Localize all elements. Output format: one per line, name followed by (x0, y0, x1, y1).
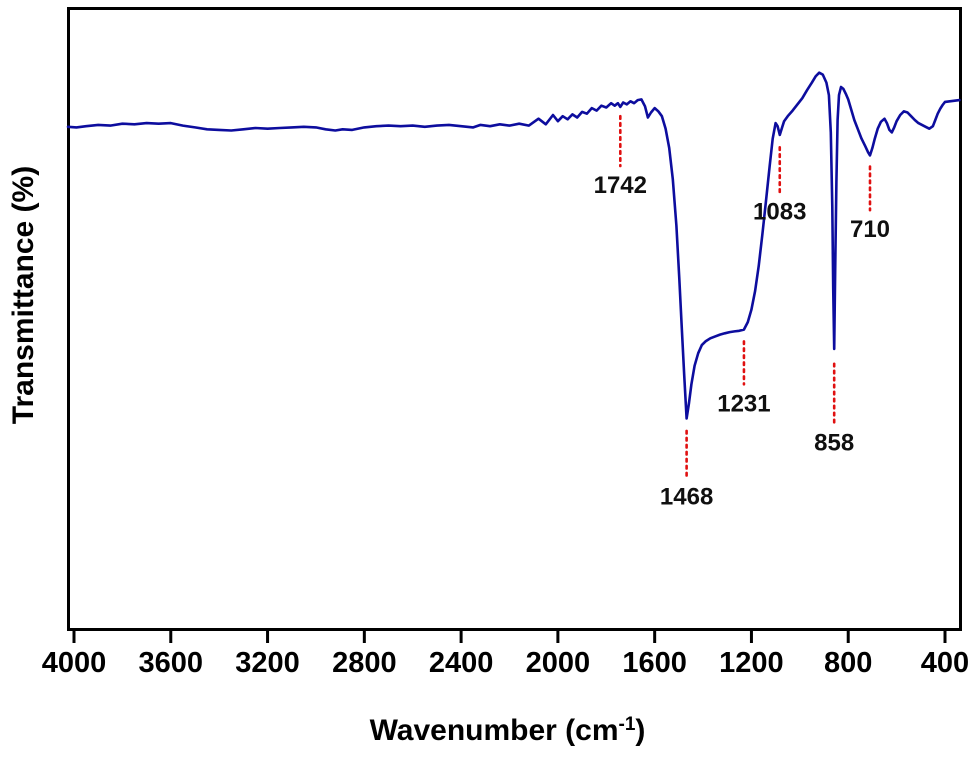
peak-label: 858 (814, 429, 854, 456)
x-axis-title-suffix: ) (635, 714, 646, 747)
peak-label: 1742 (594, 172, 647, 199)
peak-label: 1231 (717, 390, 770, 417)
x-tick-label: 2400 (429, 647, 494, 679)
x-tick-label: 1600 (622, 647, 687, 679)
x-axis-superscript: -1 (618, 714, 636, 735)
peak-annotation-858: 858 (814, 362, 854, 456)
x-tick-label: 2800 (332, 647, 397, 679)
spectrum-line (66, 71, 961, 420)
x-tick-label: 3600 (139, 647, 204, 679)
peak-annotation-1083: 1083 (753, 146, 806, 226)
peak-label: 1083 (753, 199, 806, 226)
peak-annotation-1231: 1231 (717, 340, 771, 417)
x-tick-label: 4000 (42, 647, 107, 679)
peak-label: 1468 (660, 484, 713, 511)
peak-annotation-710: 710 (850, 165, 890, 243)
x-tick-label: 3200 (235, 647, 300, 679)
x-axis-title: Wavenumber (cm-1) (40, 714, 975, 748)
plot-border (67, 7, 962, 631)
x-tick-label: 400 (921, 647, 969, 679)
peak-annotation-1468: 1468 (660, 429, 713, 511)
x-tick-label: 2000 (526, 647, 591, 679)
peak-annotation-1742: 1742 (594, 114, 647, 199)
peak-label: 710 (850, 216, 890, 243)
x-axis-title-text: Wavenumber (cm (369, 714, 619, 747)
x-tick-label: 1200 (719, 647, 784, 679)
y-axis-title: Transmittance (%) (7, 165, 40, 425)
x-tick-label: 800 (824, 647, 872, 679)
